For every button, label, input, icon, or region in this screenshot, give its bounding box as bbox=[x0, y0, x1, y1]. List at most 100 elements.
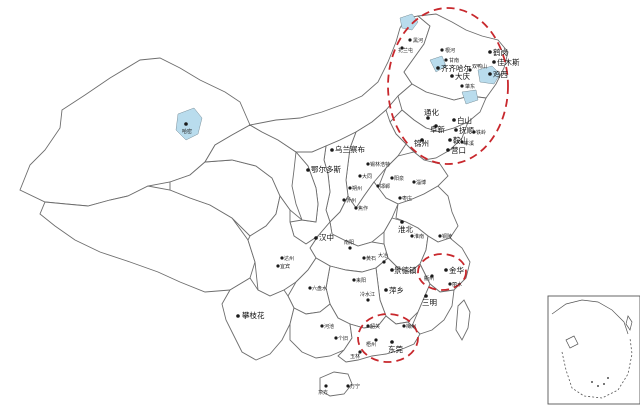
city-dot-zalantun bbox=[400, 46, 404, 50]
province-fujian bbox=[411, 283, 455, 335]
city-dot-dazhou bbox=[280, 256, 284, 260]
city-label-dongfang: 东方 bbox=[318, 389, 328, 396]
city-dot-datong bbox=[358, 174, 362, 178]
city-dot-tieling bbox=[472, 130, 476, 134]
city-label-shaoguan: 韶关 bbox=[370, 323, 380, 330]
city-label-shuozhou: 朔州 bbox=[352, 185, 362, 192]
inset-island-2 bbox=[597, 385, 599, 387]
city-label-hami: 哈密 bbox=[182, 128, 192, 135]
city-dot-fuxin bbox=[434, 124, 438, 128]
city-label-heihe: 黑河 bbox=[413, 37, 423, 44]
city-label-wulanchabu: 乌兰察布 bbox=[335, 144, 365, 154]
inset-hainan bbox=[565, 335, 579, 349]
city-label-genhe: 根河 bbox=[445, 47, 455, 54]
highlight-circle-northeast bbox=[387, 7, 509, 165]
city-label-daqing: 大庆 bbox=[455, 71, 470, 81]
city-label-huainan: 淮南 bbox=[414, 233, 424, 240]
city-dot-qiqihar bbox=[436, 66, 440, 70]
city-label-jinhua: 金华 bbox=[449, 265, 464, 275]
city-label-tongling: 铜陵 bbox=[442, 233, 452, 240]
city-dot-sanming bbox=[424, 294, 428, 298]
city-label-wanning: 万宁 bbox=[350, 383, 360, 390]
highlight-circle-jiangnan bbox=[417, 253, 467, 291]
city-label-hanzhong: 汉中 bbox=[319, 232, 334, 242]
city-dot-zaozhuang bbox=[398, 196, 402, 200]
city-dot-hami bbox=[184, 122, 188, 126]
city-dot-hegang bbox=[488, 50, 492, 54]
city-dot-zibo bbox=[412, 180, 416, 184]
city-label-jiamusi: 佳木斯 bbox=[497, 57, 520, 67]
city-label-yulin: 玉林 bbox=[350, 353, 360, 360]
city-dot-yingkou bbox=[446, 148, 450, 152]
city-label-huaibei: 淮北 bbox=[398, 224, 413, 234]
lake-hulun bbox=[399, 13, 419, 31]
water-nenjiang bbox=[429, 55, 447, 73]
city-dot-lengshuijiang bbox=[366, 298, 370, 302]
city-dot-yulin bbox=[358, 350, 362, 354]
city-label-baishan: 白山 bbox=[457, 115, 472, 125]
city-label-meizhou: 梅州 bbox=[406, 323, 416, 330]
city-dot-wuzhou bbox=[374, 338, 378, 342]
city-dot-yibin bbox=[276, 264, 280, 268]
city-dot-jinzhou bbox=[420, 138, 424, 142]
province-ningxia bbox=[291, 150, 319, 223]
city-dot-jixi bbox=[488, 72, 492, 76]
city-label-handan: 邯郸 bbox=[380, 183, 390, 190]
city-label-jixi: 鸡西 bbox=[493, 69, 508, 79]
city-label-yangquan: 阳泉 bbox=[394, 175, 404, 182]
inset-taiwan bbox=[625, 315, 633, 331]
city-label-pingxiang: 萍乡 bbox=[389, 285, 404, 295]
province-taiwan bbox=[455, 299, 471, 341]
city-label-daye: 大冶 bbox=[378, 252, 388, 259]
inset-coast bbox=[551, 299, 629, 335]
city-dot-liupanshui bbox=[308, 286, 312, 290]
province-hainan bbox=[319, 371, 353, 397]
inset-island-3 bbox=[603, 383, 605, 385]
city-dot-quzhou bbox=[430, 274, 434, 278]
city-dot-xilinhaote bbox=[366, 162, 370, 166]
city-dot-jiaozuo bbox=[354, 206, 358, 210]
city-label-gejiu: 个旧 bbox=[338, 335, 348, 342]
city-dot-dongguan bbox=[390, 340, 394, 344]
city-dot-gejiu bbox=[334, 336, 338, 340]
city-label-gannan: 甘南 bbox=[449, 57, 459, 64]
city-dot-wulanchabu bbox=[330, 148, 334, 152]
city-label-yibin: 宜宾 bbox=[280, 263, 290, 270]
city-dot-meizhou bbox=[402, 324, 406, 328]
city-dot-handan bbox=[376, 184, 380, 188]
city-dot-hanzhong bbox=[314, 236, 318, 240]
city-dot-wanning bbox=[346, 384, 350, 388]
city-dot-gannan bbox=[444, 58, 448, 62]
city-label-xilinhaote: 锡林浩特 bbox=[370, 161, 390, 168]
city-dot-dongfang bbox=[324, 384, 328, 388]
inset-island-1 bbox=[591, 381, 593, 383]
city-dot-pingxiang bbox=[384, 288, 388, 292]
city-label-tieling: 铁岭 bbox=[476, 129, 486, 136]
city-label-xinzhou: 忻州 bbox=[346, 197, 356, 204]
city-dot-lishui bbox=[448, 282, 452, 286]
city-dot-huaibei bbox=[400, 220, 404, 224]
city-dot-xinzhou bbox=[342, 198, 346, 202]
city-label-jiaozuo: 焦作 bbox=[358, 205, 368, 212]
city-dot-ordos bbox=[306, 168, 310, 172]
city-label-ordos: 鄂尔多斯 bbox=[311, 164, 341, 174]
city-label-sanming: 三明 bbox=[422, 298, 437, 307]
city-label-tonghua: 通化 bbox=[424, 107, 439, 117]
city-label-wuzhou: 梧州 bbox=[366, 341, 376, 348]
province-yunnan bbox=[221, 277, 295, 361]
city-dot-zhaodong bbox=[460, 84, 464, 88]
city-dot-shuozhou bbox=[348, 186, 352, 190]
city-dot-tonghua bbox=[426, 116, 430, 120]
city-dot-hechi bbox=[320, 324, 324, 328]
city-dot-shaoguan bbox=[366, 324, 370, 328]
city-label-jinzhou: 锦州 bbox=[414, 138, 429, 148]
city-label-huangshi: 黄石 bbox=[366, 255, 376, 262]
province-guangdong bbox=[337, 315, 421, 363]
city-label-hegang: 鹤岗 bbox=[493, 47, 508, 57]
city-dot-yangquan bbox=[390, 176, 394, 180]
inset-island-4 bbox=[607, 377, 609, 379]
city-label-leiyang: 耒阳 bbox=[356, 277, 366, 284]
city-label-lishui: 丽水 bbox=[452, 281, 462, 288]
